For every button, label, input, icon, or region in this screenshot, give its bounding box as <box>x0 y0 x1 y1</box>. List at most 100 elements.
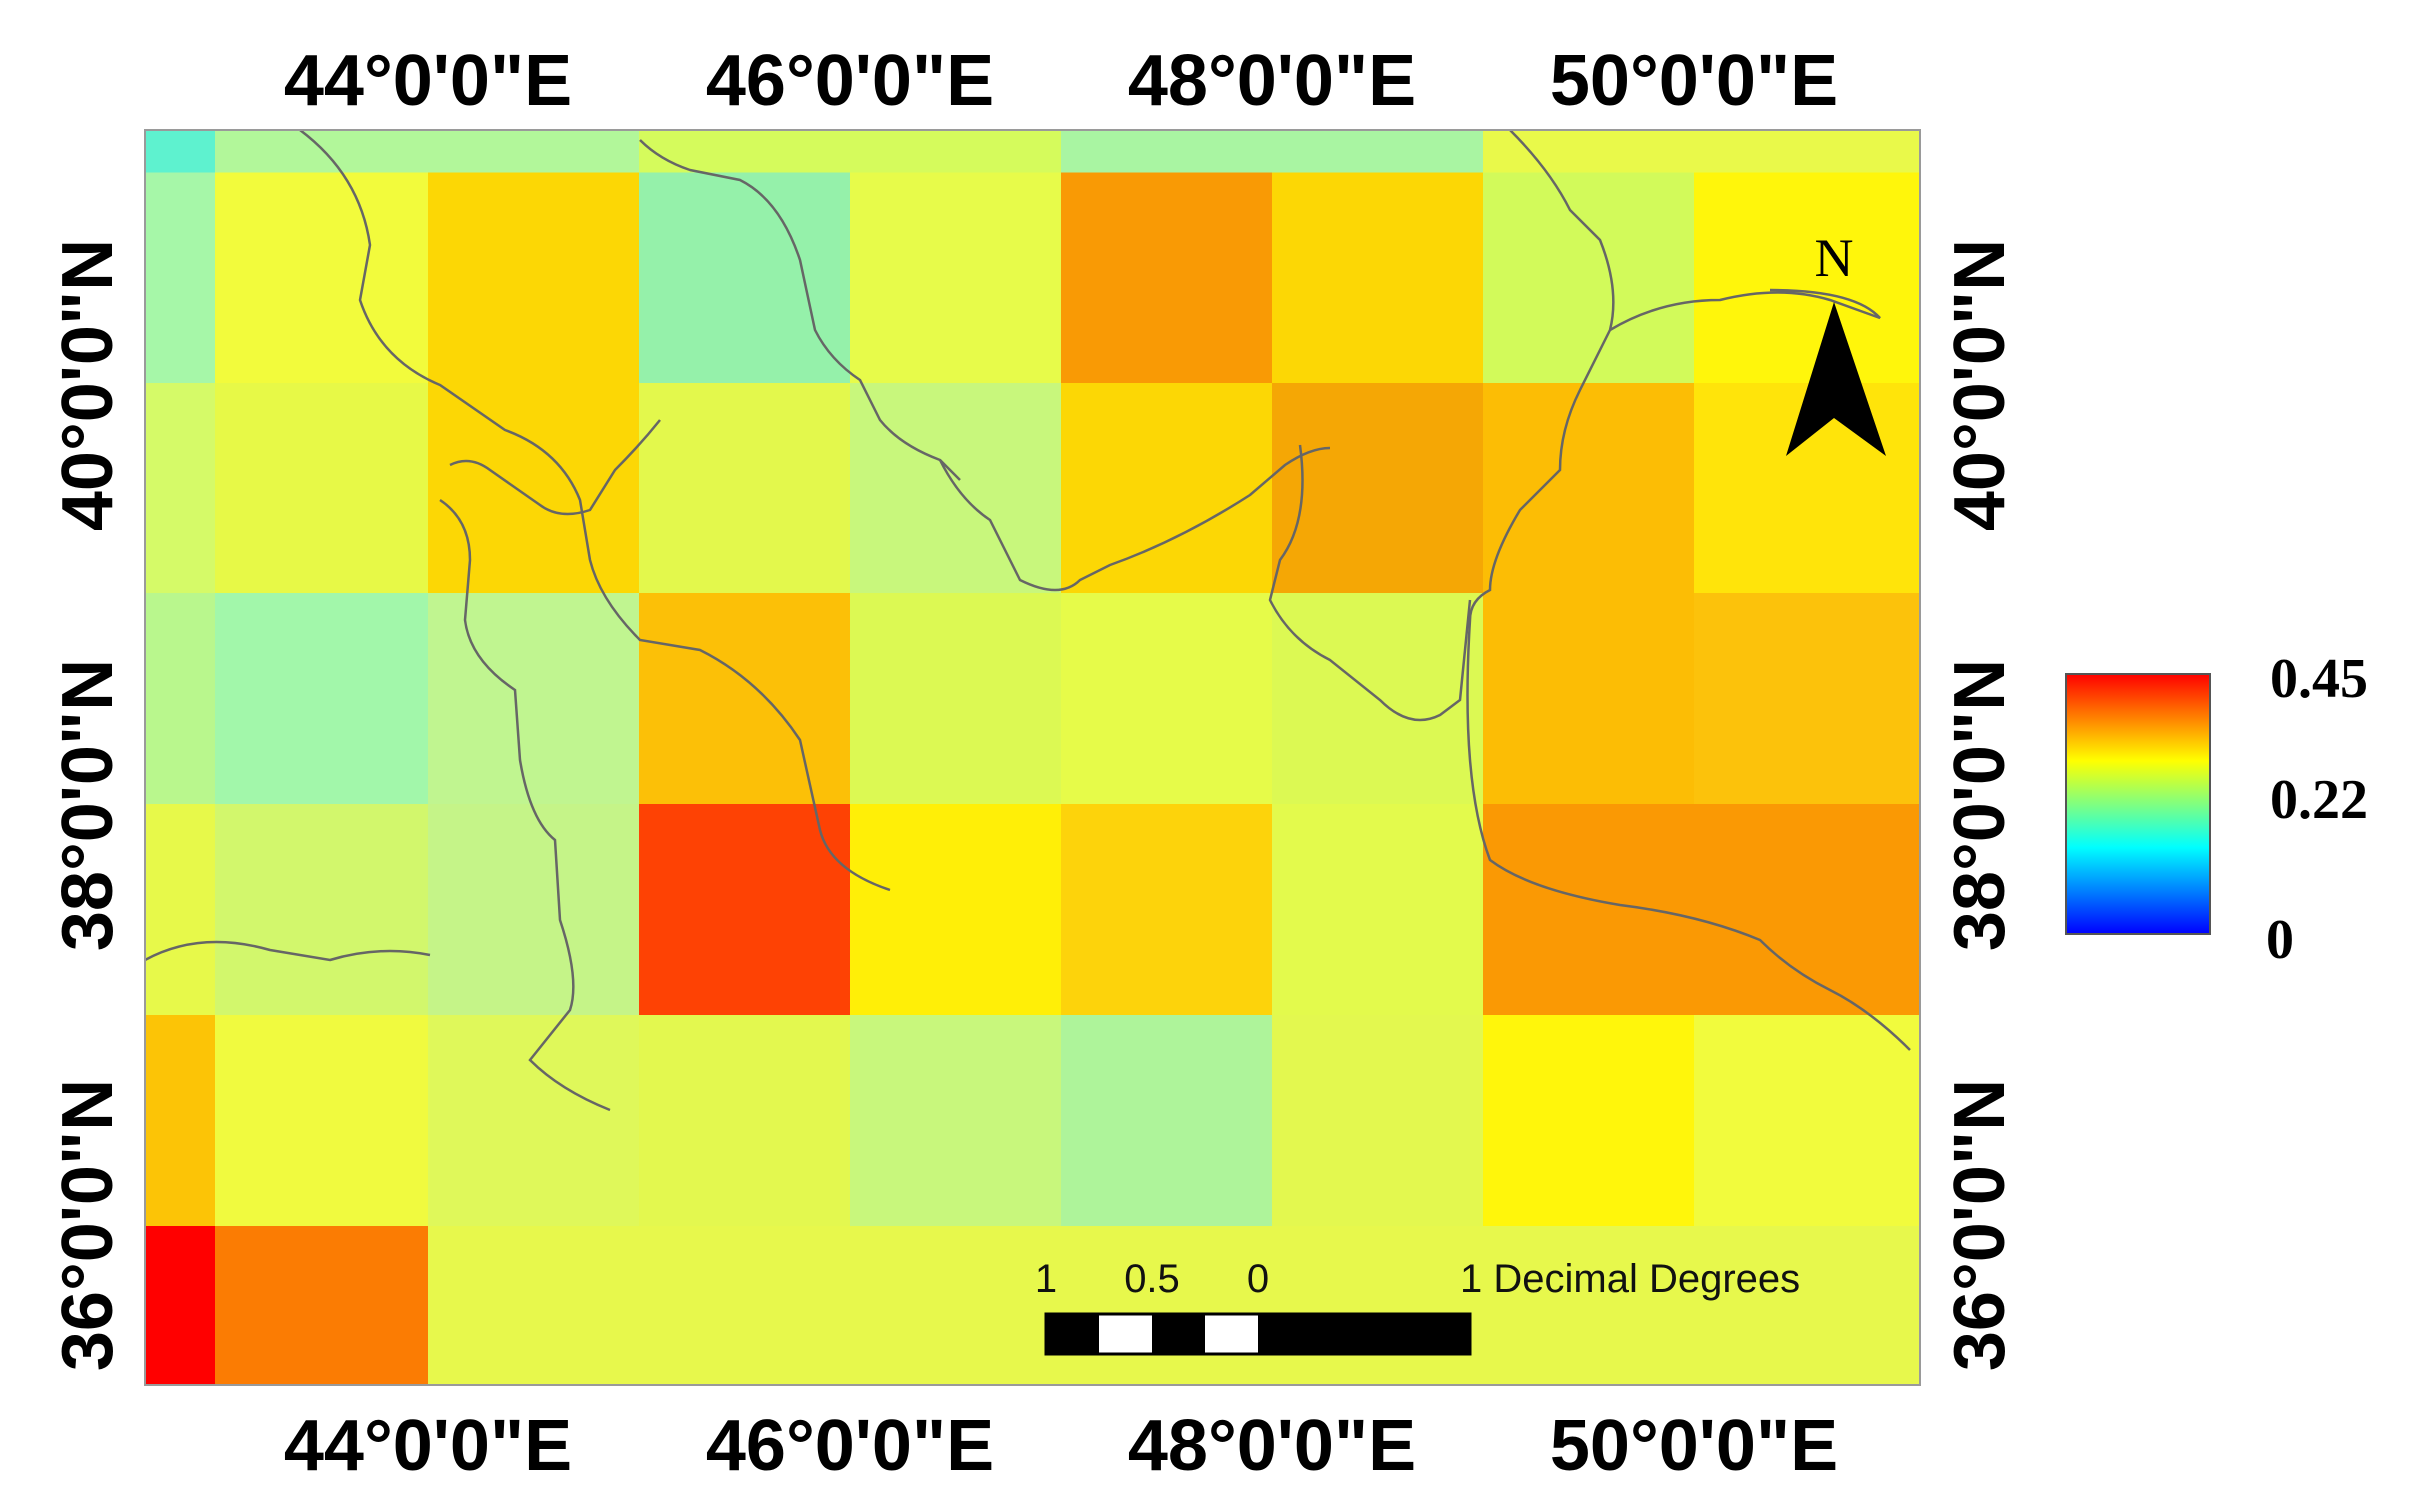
raster-cell-top-strip <box>428 130 640 173</box>
raster-cell <box>1061 383 1273 594</box>
raster-cell <box>215 804 429 1016</box>
raster-cell <box>428 1015 640 1227</box>
border-line <box>1268 444 1472 722</box>
border-line <box>439 498 611 1112</box>
north-arrow-shape <box>1786 302 1886 456</box>
raster-cell <box>428 383 640 594</box>
raster-cell <box>850 172 1062 384</box>
raster-cell-top-strip <box>1272 130 1484 173</box>
raster-cell <box>1272 1015 1484 1227</box>
raster-cell <box>850 593 1062 805</box>
raster-cell <box>145 383 216 594</box>
x-tick-label-bottom: 50°0'0"E <box>1550 1406 1838 1486</box>
raster-cell <box>1061 593 1273 805</box>
raster-cell <box>639 804 851 1016</box>
legend: 0.45 0.22 0 <box>2065 648 2368 971</box>
raster-cell <box>428 593 640 805</box>
y-tick-label-left: 38°0'0"N <box>48 659 128 951</box>
raster-cell <box>639 383 851 594</box>
raster-cell <box>639 172 851 384</box>
raster-cell <box>1483 383 1695 594</box>
raster-cell <box>1483 1015 1695 1227</box>
raster-cell-top-strip <box>215 130 429 173</box>
x-tick-labels-bottom: 44°0'0"E 46°0'0"E 48°0'0"E 50°0'0"E <box>284 1406 1838 1486</box>
raster-cell <box>145 804 216 1016</box>
raster-cell <box>1061 1015 1273 1227</box>
scale-bar: 1 0.5 0 1 Decimal Degrees <box>1035 1257 1800 1356</box>
y-tick-labels-right: 40°0'0"N 38°0'0"N 36°0'0"N <box>1940 239 2020 1371</box>
raster-cell <box>1483 593 1695 805</box>
legend-max-label: 0.45 <box>2270 648 2368 710</box>
north-arrow: N <box>1786 228 1886 456</box>
x-tick-label-top: 46°0'0"E <box>706 41 994 121</box>
raster-cell <box>145 1226 216 1386</box>
raster-cell <box>1483 804 1695 1016</box>
raster-cell <box>639 593 851 805</box>
raster-cell <box>1061 1226 1273 1386</box>
raster-cell-top-strip <box>1061 130 1273 173</box>
raster-cell <box>428 172 640 384</box>
y-tick-labels-left: 40°0'0"N 38°0'0"N 36°0'0"N <box>48 239 128 1371</box>
y-tick-label-left: 40°0'0"N <box>48 239 128 531</box>
border-line <box>144 940 431 962</box>
raster-cell-top-strip <box>1694 130 1921 173</box>
raster-cell <box>850 804 1062 1016</box>
raster-cell <box>1272 383 1484 594</box>
scale-bar-segment <box>1258 1314 1470 1354</box>
scale-label-1: 1 <box>1035 1257 1057 1301</box>
raster-cell <box>1061 172 1273 384</box>
x-tick-label-bottom: 48°0'0"E <box>1128 1406 1416 1486</box>
x-tick-label-top: 48°0'0"E <box>1128 41 1416 121</box>
x-tick-label-bottom: 44°0'0"E <box>284 1406 572 1486</box>
raster-cell <box>639 1226 851 1386</box>
y-tick-label-left: 36°0'0"N <box>48 1079 128 1371</box>
raster-cell <box>1483 1226 1695 1386</box>
scale-label-zero: 0 <box>1247 1257 1269 1301</box>
scale-bar-segment <box>1152 1314 1205 1354</box>
x-tick-label-bottom: 46°0'0"E <box>706 1406 994 1486</box>
raster-cell <box>1694 1015 1921 1227</box>
raster-cell <box>215 593 429 805</box>
scale-label-half: 0.5 <box>1124 1257 1180 1301</box>
scale-label-units: 1 Decimal Degrees <box>1460 1257 1800 1301</box>
raster-cell <box>215 172 429 384</box>
raster-cell <box>1694 593 1921 805</box>
raster-cell <box>1272 804 1484 1016</box>
border-line <box>449 419 661 516</box>
legend-colorbar <box>2065 673 2211 935</box>
coastline <box>1466 129 1911 1051</box>
y-tick-label-right: 38°0'0"N <box>1940 659 2020 951</box>
raster-cell <box>1694 804 1921 1016</box>
y-tick-label-right: 36°0'0"N <box>1940 1079 2020 1371</box>
raster-cell <box>215 1015 429 1227</box>
raster-cell <box>1061 804 1273 1016</box>
x-tick-label-top: 50°0'0"E <box>1550 41 1838 121</box>
y-tick-label-right: 40°0'0"N <box>1940 239 2020 531</box>
x-tick-label-top: 44°0'0"E <box>284 41 572 121</box>
raster-cell <box>428 1226 640 1386</box>
raster-cell <box>850 1226 1062 1386</box>
raster-cell <box>850 1015 1062 1227</box>
raster-cell <box>1272 172 1484 384</box>
raster-cell <box>215 383 429 594</box>
raster-cell-top-strip <box>145 130 216 173</box>
raster-cell <box>1694 1226 1921 1386</box>
legend-mid-label: 0.22 <box>2270 769 2368 831</box>
raster-cell-top-strip <box>850 130 1062 173</box>
border-line <box>639 139 961 481</box>
border-line <box>938 446 1331 592</box>
raster-cell <box>1483 172 1695 384</box>
raster-cell <box>1272 1226 1484 1386</box>
raster-cell <box>145 593 216 805</box>
north-arrow-label: N <box>1815 228 1854 288</box>
raster-cell <box>428 804 640 1016</box>
scale-bar-segment <box>1046 1314 1099 1354</box>
border-line <box>299 129 891 892</box>
raster-cell <box>215 1226 429 1386</box>
raster-cell-top-strip <box>639 130 851 173</box>
legend-min-label: 0 <box>2266 909 2294 971</box>
x-tick-labels-top: 44°0'0"E 46°0'0"E 48°0'0"E 50°0'0"E <box>284 41 1838 121</box>
raster-cell <box>145 172 216 384</box>
map-raster <box>145 130 1921 1386</box>
